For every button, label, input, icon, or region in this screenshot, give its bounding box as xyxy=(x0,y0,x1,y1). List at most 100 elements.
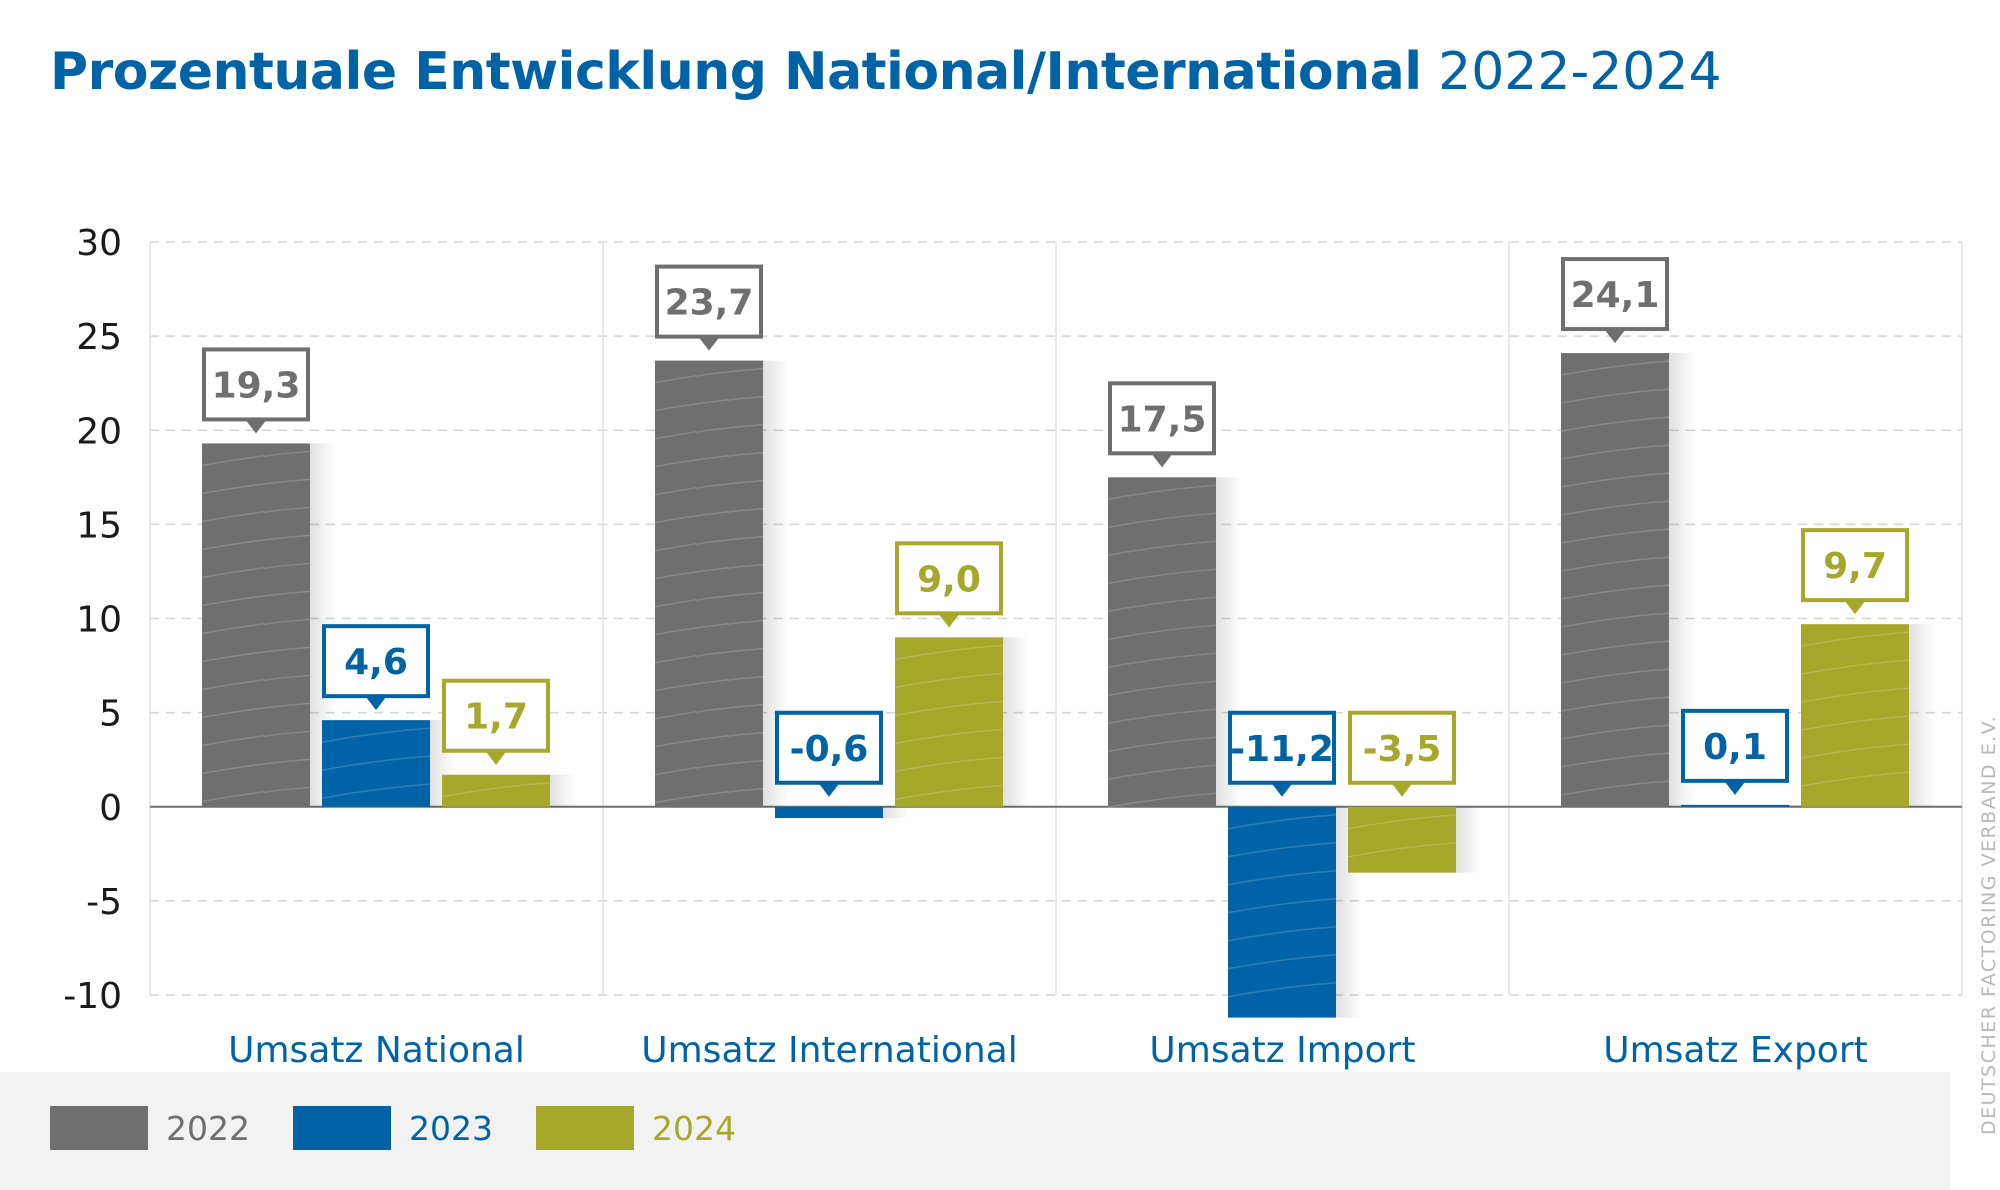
bar-texture xyxy=(1347,814,1457,858)
data-label-box xyxy=(202,347,310,422)
texture-line xyxy=(654,507,764,524)
texture-line xyxy=(894,644,1004,661)
texture-line xyxy=(1227,926,1337,942)
texture-line xyxy=(201,730,311,747)
data-label: 19,3 xyxy=(212,365,301,406)
data-label-pointer xyxy=(1845,601,1865,615)
texture-line xyxy=(1560,752,1670,768)
texture-line xyxy=(1560,500,1670,516)
texture-line xyxy=(654,619,764,636)
texture-line xyxy=(1107,792,1217,809)
texture-line xyxy=(201,478,311,495)
category-label: Umsatz Import xyxy=(1149,1030,1415,1071)
texture-line xyxy=(654,731,764,748)
data-label-pointer xyxy=(1272,783,1292,797)
data-label-box xyxy=(1801,528,1909,603)
bar-shadow xyxy=(1909,624,1935,807)
texture-line xyxy=(654,423,764,440)
bar-2022 xyxy=(1561,353,1669,807)
texture-line xyxy=(1560,556,1670,572)
y-tick-label: -10 xyxy=(63,976,122,1017)
legend-label-2023: 2023 xyxy=(409,1108,493,1148)
data-label-box xyxy=(775,710,883,785)
texture-line xyxy=(1560,696,1670,712)
texture-line xyxy=(1107,624,1217,641)
bar-texture xyxy=(654,367,764,804)
category-label: Umsatz National xyxy=(228,1030,525,1071)
data-label-pointer xyxy=(486,751,506,765)
legend-label-2024: 2024 xyxy=(652,1108,736,1148)
y-tick-label: 25 xyxy=(76,317,122,358)
data-label: 1,7 xyxy=(464,697,528,738)
texture-line xyxy=(201,534,311,551)
texture-line xyxy=(654,703,764,720)
texture-line xyxy=(201,674,311,691)
data-label-pointer xyxy=(1725,781,1745,795)
data-label-box xyxy=(442,678,550,753)
legend-label-2022: 2022 xyxy=(166,1108,250,1148)
legend-swatch-2024 xyxy=(536,1106,634,1150)
texture-line xyxy=(1107,708,1217,725)
texture-line xyxy=(1107,764,1217,781)
texture-line xyxy=(1560,640,1670,656)
data-label-box xyxy=(1228,710,1336,785)
bar-texture xyxy=(1107,484,1217,809)
texture-line xyxy=(201,450,311,467)
data-label-pointer xyxy=(366,697,386,711)
y-tick-label: 20 xyxy=(76,411,122,452)
texture-line xyxy=(201,702,311,719)
data-label-box xyxy=(1681,708,1789,783)
data-label-pointer xyxy=(1392,783,1412,797)
texture-line xyxy=(1560,612,1670,628)
bar-texture xyxy=(321,727,431,799)
bar-texture xyxy=(1560,360,1670,796)
y-tick-label: 5 xyxy=(99,694,122,735)
data-label: 24,1 xyxy=(1571,275,1660,316)
texture-line xyxy=(1560,528,1670,544)
data-label: 4,6 xyxy=(344,642,408,683)
texture-line xyxy=(1560,360,1670,376)
texture-line xyxy=(201,590,311,607)
bar-2023 xyxy=(1681,804,1789,807)
texture-line xyxy=(654,591,764,608)
y-tick-label: 0 xyxy=(99,788,122,829)
data-label-box xyxy=(1561,257,1669,332)
texture-line xyxy=(654,759,764,776)
texture-line xyxy=(201,646,311,663)
bar-texture xyxy=(1800,631,1910,787)
texture-line xyxy=(1107,512,1217,529)
texture-line xyxy=(1560,780,1670,796)
texture-line xyxy=(321,727,431,743)
texture-line xyxy=(1560,416,1670,432)
bar-2023 xyxy=(322,720,430,807)
y-tick-label: 10 xyxy=(76,600,122,641)
texture-line xyxy=(1107,736,1217,753)
bar-shadow xyxy=(550,774,576,807)
bar-texture xyxy=(201,450,311,803)
texture-line xyxy=(1560,584,1670,600)
texture-line xyxy=(654,675,764,692)
texture-line xyxy=(1800,715,1910,731)
data-label: 17,5 xyxy=(1118,399,1207,440)
texture-line xyxy=(1227,814,1337,830)
data-label: -0,6 xyxy=(790,729,869,770)
data-label: 9,7 xyxy=(1823,546,1887,587)
texture-line xyxy=(1227,982,1337,998)
texture-line xyxy=(1347,842,1457,858)
bar-2022 xyxy=(1108,477,1216,807)
texture-line xyxy=(1560,388,1670,404)
chart-title: Prozentuale Entwicklung National/Interna… xyxy=(50,42,1722,102)
data-label-box xyxy=(1108,381,1216,456)
chart-title-main: Prozentuale Entwicklung National/Interna… xyxy=(50,42,1422,102)
texture-line xyxy=(1560,444,1670,460)
texture-line xyxy=(1800,687,1910,703)
data-label: -3,5 xyxy=(1363,729,1442,770)
texture-line xyxy=(654,647,764,664)
texture-line xyxy=(1107,568,1217,585)
texture-line xyxy=(1560,668,1670,684)
texture-line xyxy=(1107,680,1217,697)
texture-line xyxy=(201,562,311,579)
data-label: 9,0 xyxy=(917,559,981,600)
texture-line xyxy=(1107,652,1217,669)
texture-line xyxy=(1227,870,1337,886)
